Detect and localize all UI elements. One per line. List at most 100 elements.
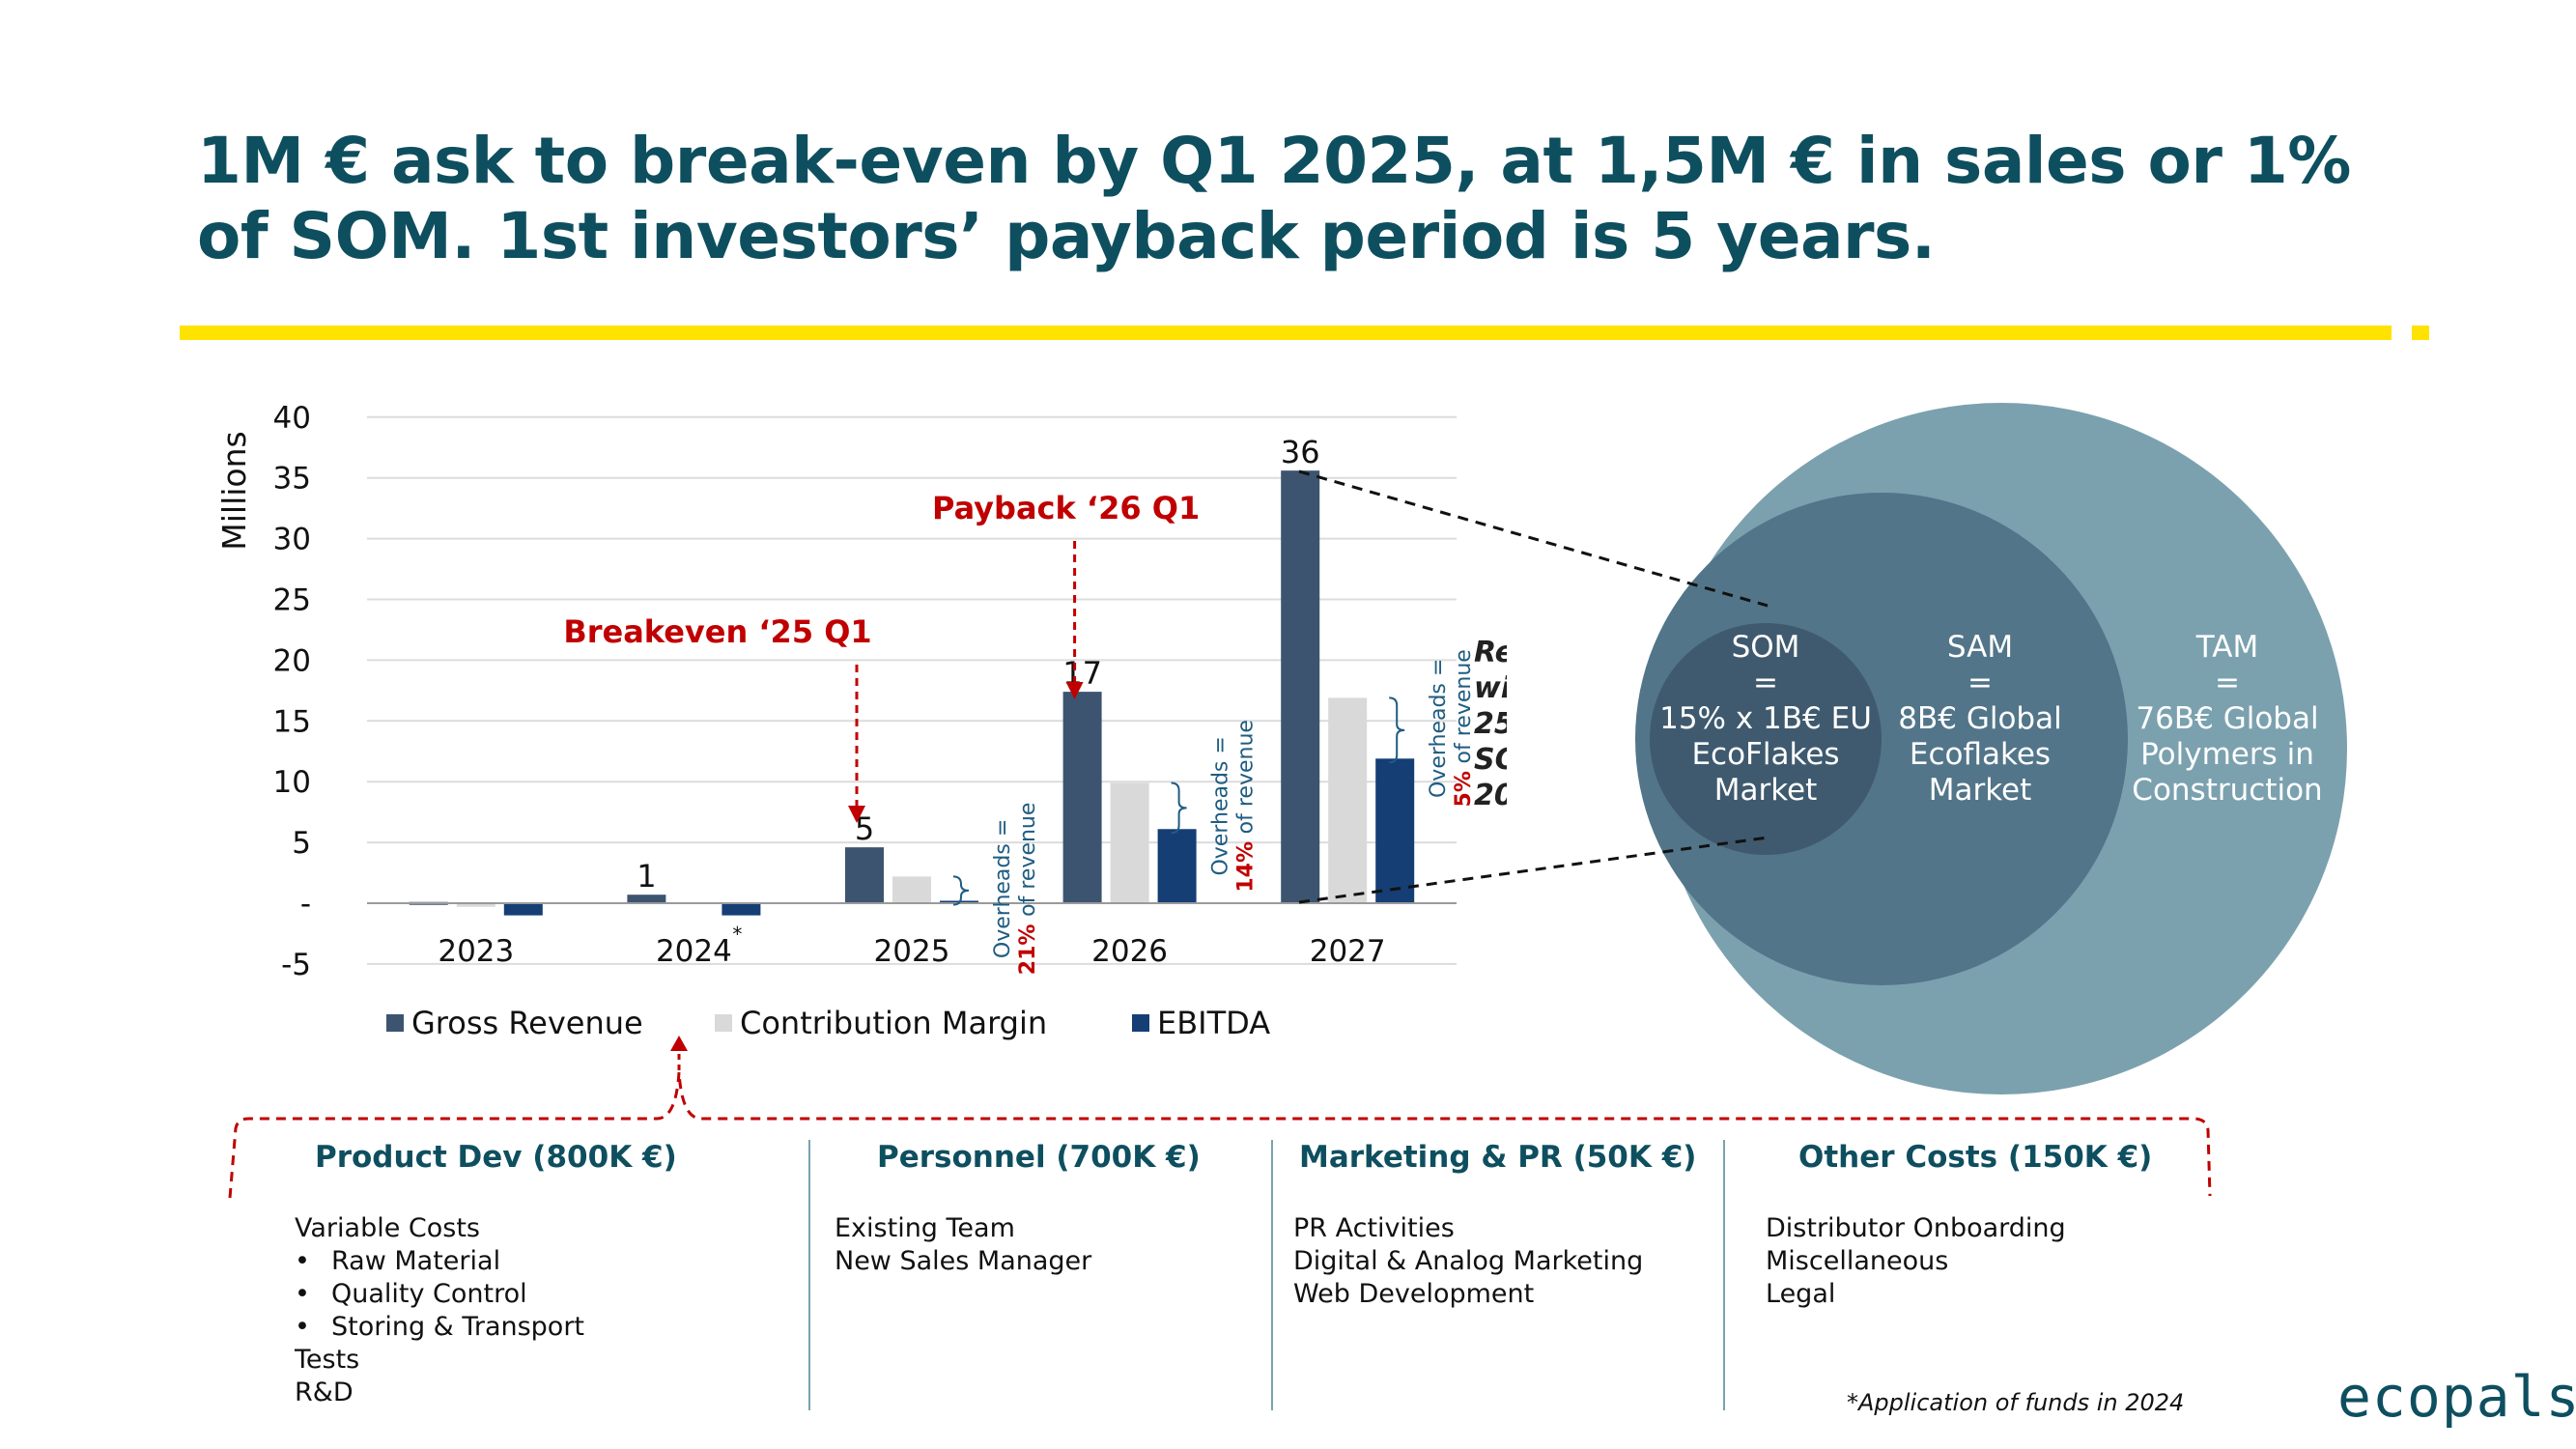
funds-arrow-head [670, 1036, 688, 1051]
legend-swatch [715, 1014, 732, 1032]
overheads-note: Overheads =14% of revenue [1209, 720, 1259, 893]
zoom-line-top [1298, 469, 1769, 608]
list-item: Tests [295, 1345, 360, 1375]
y-tick-label: - [300, 887, 311, 922]
chart-legend: Gross Revenue Contribution Margin EBITDA [386, 1005, 1270, 1041]
funds-category-title: Product Dev (800K €) [315, 1140, 677, 1175]
chart-annotation-text: Payback ‘26 Q1 [932, 490, 1200, 526]
funds-category-title: Personnel (700K €) [877, 1140, 1201, 1175]
funds-item-list: Variable Costs Raw Material Quality Cont… [295, 1212, 584, 1409]
chart-annotations: Breakeven ‘25 Q1 Payback ‘26 Q1 [563, 490, 1200, 823]
bar-gross-revenue [627, 895, 666, 903]
bar-gross-revenue [1281, 470, 1320, 903]
funds-category-title: Other Costs (150K €) [1798, 1140, 2153, 1175]
x-category-label: 2027 [1310, 934, 1386, 969]
list-item: Miscellaneous [1766, 1246, 1949, 1276]
column-divider [1723, 1140, 1725, 1410]
overheads-note: Overheads =21% of revenue [991, 803, 1040, 976]
y-tick-label: 20 [273, 643, 311, 678]
chart-gridlines [367, 415, 1457, 965]
side-note-line: 2027 [1474, 779, 1507, 812]
list-item: Legal [1766, 1279, 1836, 1309]
funds-item-list: Distributor Onboarding Miscellaneous Leg… [1766, 1212, 2066, 1311]
funds-category-title: Marketing & PR (50K €) [1299, 1140, 1697, 1175]
funds-bracket [228, 1071, 2212, 1199]
list-item: Web Development [1293, 1279, 1535, 1309]
x-category-label: 2023 [438, 934, 514, 969]
bar-ebitda [1375, 758, 1415, 903]
list-item: Raw Material [295, 1245, 584, 1278]
legend-label: Contribution Margin [740, 1005, 1047, 1041]
revenue-data-label: 36 [1281, 434, 1320, 470]
title-line-1: 1M € ask to break-even by Q1 2025, at 1,… [197, 124, 2351, 198]
overheads-brace [1389, 696, 1405, 764]
bar-contribution-margin [1328, 697, 1368, 903]
bar-gross-revenue [845, 847, 884, 903]
annotation-arrow-head [1065, 682, 1084, 699]
y-tick-label: -5 [281, 948, 311, 982]
y-tick-label: 5 [292, 826, 311, 861]
bar-ebitda [1157, 829, 1197, 903]
ecopals-logo: ecopals [2337, 1364, 2576, 1430]
page-title: 1M € ask to break-even by Q1 2025, at 1,… [197, 124, 2419, 274]
y-tick-label: 35 [273, 462, 311, 497]
y-tick-label: 40 [273, 401, 311, 436]
x-category-label: 2026 [1091, 934, 1168, 969]
sam-label: SAM = 8B€ Global Ecoflakes Market [1898, 630, 2062, 808]
yellow-divider [180, 326, 2392, 340]
som-label: SOM = 15% x 1B€ EU EcoFlakes Market [1659, 630, 1872, 808]
revenue-data-label: 5 [855, 810, 874, 847]
column-divider [808, 1140, 810, 1410]
revenue-data-label: 1 [637, 858, 656, 895]
list-item: Variable Costs [295, 1213, 480, 1243]
list-item: New Sales Manager [835, 1246, 1092, 1276]
footnote: *Application of funds in 2024 [1847, 1389, 2185, 1416]
funds-item-list: Existing Team New Sales Manager [835, 1212, 1091, 1278]
list-item: Digital & Analog Marketing [1293, 1246, 1644, 1276]
list-item: PR Activities [1293, 1213, 1455, 1243]
bar-contribution-margin [1110, 782, 1149, 903]
y-tick-label: 10 [273, 765, 311, 800]
side-note-line: Revenue [1474, 636, 1507, 669]
legend-swatch [1132, 1014, 1149, 1032]
side-note-line: will reach [1474, 671, 1507, 705]
title-line-2: of SOM. 1st investors’ payback period is… [197, 199, 1936, 273]
list-item: Existing Team [835, 1213, 1015, 1243]
bar-contribution-margin [456, 903, 495, 907]
chart-overheads-notes: Overheads =21% of revenue Overheads =14% … [952, 649, 1476, 976]
y-tick-label: 15 [273, 704, 311, 739]
list-item: Distributor Onboarding [1766, 1213, 2066, 1243]
tam-label: TAM = 76B€ Global Polymers in Construction [2132, 630, 2323, 808]
zoom-line-bottom [1298, 836, 1769, 904]
som-circle [1650, 623, 1882, 855]
bar-ebitda [722, 903, 761, 916]
overheads-brace [1171, 781, 1187, 835]
legend-label: Gross Revenue [411, 1005, 643, 1041]
bar-ebitda [503, 903, 543, 916]
side-note-line: SOM by [1474, 743, 1507, 777]
legend-label: EBITDA [1157, 1005, 1270, 1041]
overheads-brace [952, 875, 970, 906]
y-tick-label: 30 [273, 523, 311, 557]
chart-annotation-text: Breakeven ‘25 Q1 [563, 613, 871, 650]
chart-bars [409, 470, 1415, 916]
x-category-marker: * [732, 923, 742, 946]
chart-y-axis-label: Millions [215, 431, 253, 550]
funds-item-list: PR Activities Digital & Analog Marketing… [1293, 1212, 1643, 1311]
bar-contribution-margin [892, 876, 931, 903]
x-category-label: 2024 [656, 934, 732, 969]
annotation-arrow-head [848, 806, 865, 823]
x-category-label: 2025 [874, 934, 950, 969]
chart-category-labels: 2023 2024 * 2025 2026 2027 [438, 923, 1385, 969]
legend-swatch [386, 1014, 404, 1032]
side-note: Revenue will reach 25% of SOM by 2027 [1474, 636, 1507, 812]
side-note-line: 25% of [1474, 707, 1507, 741]
yellow-divider-end [2412, 326, 2429, 340]
list-item: Quality Control [295, 1278, 584, 1311]
overheads-note: Overheads =5% of revenue [1427, 649, 1476, 807]
list-item: Storing & Transport [295, 1311, 584, 1344]
column-divider [1271, 1140, 1273, 1410]
